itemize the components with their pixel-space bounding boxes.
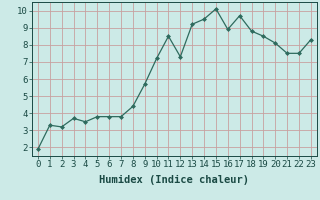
X-axis label: Humidex (Indice chaleur): Humidex (Indice chaleur)	[100, 175, 249, 185]
